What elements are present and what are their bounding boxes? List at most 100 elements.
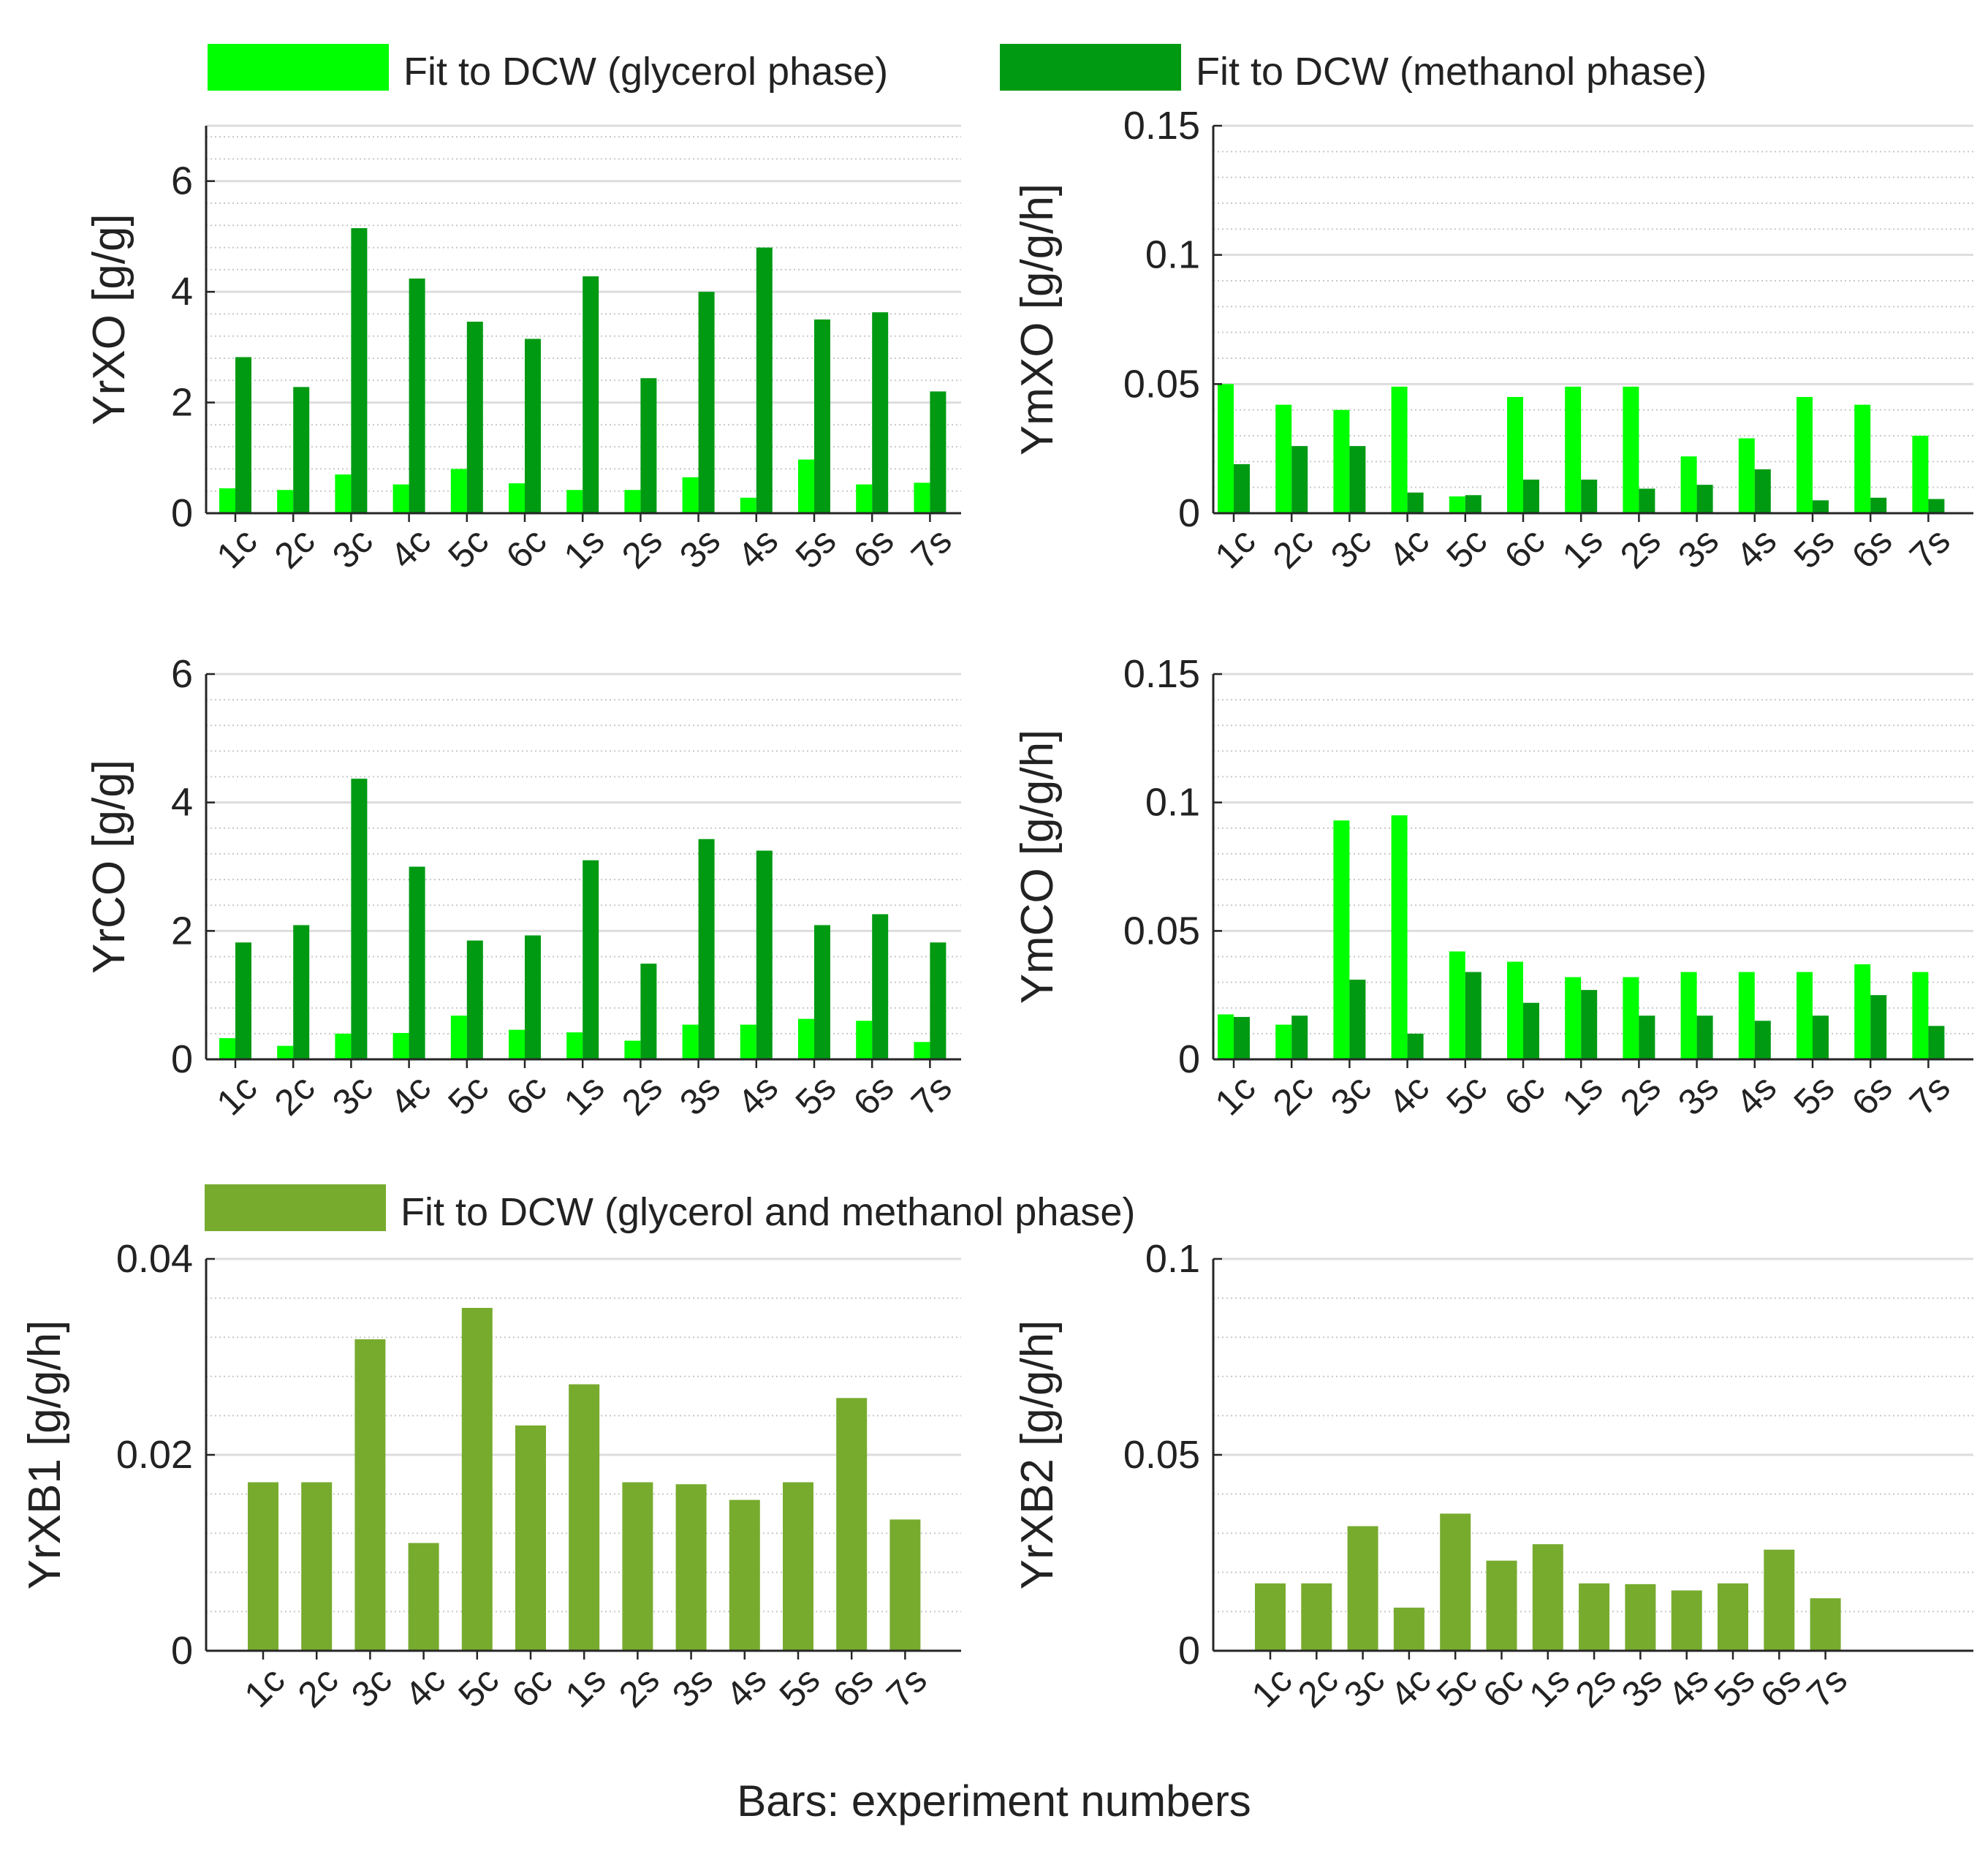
bar-ymco-methanol-4s	[1754, 1021, 1771, 1059]
bar-yrxo-methanol-6c	[525, 338, 541, 513]
x-tick-label-6c: 6c	[498, 521, 555, 577]
x-tick-label-2s: 2s	[614, 521, 670, 577]
x-tick-label-6s: 6s	[1844, 521, 1900, 577]
x-tick-label-4c: 4c	[382, 521, 439, 577]
bar-yrxo-methanol-1s	[583, 276, 599, 513]
bar-ymco-methanol-1s	[1581, 990, 1598, 1059]
x-tick-label-1c: 1c	[209, 521, 265, 577]
x-tick-label-2c: 2c	[1265, 521, 1321, 577]
x-tick-label-6c: 6c	[504, 1660, 561, 1716]
y-tick-label: 0.05	[1123, 1433, 1200, 1477]
x-tick-label-5s: 5s	[1786, 521, 1843, 577]
x-tick-label-6s: 6s	[846, 521, 902, 577]
y-axis-label-yrxb2: YrXB2 [g/g/h]	[1012, 1320, 1063, 1590]
bar-yrxb2-5s	[1718, 1583, 1748, 1651]
bar-ymxo-methanol-4s	[1754, 469, 1771, 513]
bar-yrxo-methanol-5c	[466, 322, 483, 513]
panel-ymco: 1c 2c 3c 4c 5c 6c 1s 2s 3s 4s 5s 6s 7s 0 0.05 0.1 0.15 Ym…	[1012, 652, 1973, 1123]
x-tick-label-4s: 4s	[1728, 521, 1784, 577]
bar-ymco-methanol-2s	[1639, 1015, 1655, 1059]
x-tick-label-6c: 6c	[1497, 521, 1553, 577]
x-tick-label-4c: 4c	[382, 1067, 439, 1124]
bar-yrxb1-5c	[461, 1308, 493, 1651]
bar-ymxo-methanol-4c	[1407, 492, 1424, 513]
legend-swatch-both	[205, 1184, 386, 1231]
x-tick-label-6c: 6c	[498, 1067, 555, 1124]
x-tick-label-4c: 4c	[1381, 1067, 1437, 1124]
bar-yrxb1-6c	[515, 1425, 546, 1651]
y-tick-label: 4	[171, 270, 193, 314]
bar-yrco-methanol-4s	[756, 850, 773, 1059]
y-tick-label: 0.04	[116, 1237, 193, 1281]
bar-ymxo-methanol-5c	[1465, 495, 1481, 513]
bar-yrxo-methanol-4c	[409, 278, 425, 513]
x-tick-label-3s: 3s	[672, 1067, 728, 1124]
bar-ymco-methanol-5c	[1465, 972, 1481, 1059]
bar-ymxo-glycerol-2s	[1623, 386, 1639, 513]
x-tick-label-3c: 3c	[344, 1660, 400, 1716]
x-tick-label-2c: 2c	[267, 521, 323, 577]
y-tick-label: 0.1	[1145, 781, 1200, 825]
x-tick-label-3s: 3s	[1670, 1067, 1726, 1124]
bar-ymco-glycerol-3c	[1333, 820, 1350, 1059]
x-tick-label-3c: 3c	[1323, 1067, 1379, 1124]
x-tick-label-2c: 2c	[290, 1660, 346, 1716]
bar-ymco-methanol-3s	[1696, 1015, 1713, 1059]
legend-bottom: Fit to DCW (glycerol and methanol phase)	[205, 1184, 1135, 1234]
panel-yrxb2: 1c2c3c4c5c6c1s2s3s4s5s6s7s00.050.1YrXB2 …	[1012, 1237, 1973, 1715]
bar-yrxb2-3c	[1347, 1526, 1378, 1651]
y-axis-label-yrco: YrCO [g/g]	[84, 760, 134, 974]
bar-yrxb1-7s	[889, 1519, 921, 1651]
bar-yrxb2-1c	[1255, 1583, 1286, 1651]
bar-ymco-glycerol-7s	[1912, 972, 1929, 1059]
bar-ymco-glycerol-6s	[1854, 964, 1871, 1059]
bar-yrco-methanol-5c	[466, 940, 483, 1059]
x-tick-label-1c: 1c	[237, 1660, 293, 1716]
bar-yrxb1-2s	[622, 1482, 653, 1651]
bar-ymco-methanol-6s	[1870, 995, 1887, 1059]
bar-yrco-glycerol-5c	[450, 1015, 467, 1059]
bar-ymco-glycerol-5c	[1449, 951, 1465, 1059]
bar-yrco-glycerol-7s	[914, 1042, 930, 1059]
x-tick-label-5c: 5c	[1438, 1067, 1495, 1124]
bar-yrxb1-1s	[569, 1384, 600, 1651]
x-tick-label-1s: 1s	[558, 1660, 614, 1716]
y-axis-label-ymxo: YmXO [g/g/h]	[1012, 183, 1063, 455]
y-tick-label: 0.15	[1123, 652, 1200, 696]
bar-ymco-methanol-2c	[1291, 1015, 1308, 1059]
x-tick-label-1s: 1s	[556, 521, 612, 577]
x-tick-label-4s: 4s	[718, 1660, 774, 1716]
bar-yrco-methanol-2c	[293, 925, 310, 1059]
y-tick-label: 0.05	[1123, 362, 1200, 406]
y-axis-label-ymco: YmCO [g/g/h]	[1012, 730, 1063, 1004]
bar-yrco-methanol-6c	[525, 935, 541, 1059]
bar-yrxb1-3c	[354, 1339, 386, 1651]
x-tick-label-2s: 2s	[611, 1660, 667, 1716]
bar-ymxo-methanol-5s	[1813, 500, 1829, 513]
bar-yrxo-glycerol-3s	[682, 477, 699, 513]
bar-ymxo-glycerol-2c	[1275, 404, 1292, 513]
x-tick-label-7s: 7s	[903, 1067, 960, 1124]
bar-yrxb2-3s	[1625, 1584, 1656, 1651]
bar-yrco-glycerol-3c	[335, 1033, 352, 1059]
y-tick-label: 0	[171, 1037, 193, 1081]
bar-yrxo-glycerol-1c	[219, 488, 235, 513]
legend-swatch-methanol	[1000, 44, 1181, 91]
bar-ymco-methanol-3c	[1349, 980, 1366, 1059]
bar-yrxo-methanol-5s	[814, 319, 830, 513]
x-tick-label-3c: 3c	[325, 1067, 381, 1124]
x-tick-label-5s: 5s	[1786, 1067, 1843, 1124]
bar-ymco-methanol-1c	[1234, 1017, 1250, 1059]
bar-ymco-glycerol-5s	[1797, 972, 1813, 1059]
bar-ymco-glycerol-3s	[1680, 972, 1697, 1059]
x-tick-label-1c: 1c	[1207, 521, 1264, 577]
bar-yrxo-glycerol-6c	[509, 483, 525, 513]
legend-swatch-glycerol	[208, 44, 389, 91]
bar-yrxo-methanol-2c	[293, 387, 310, 513]
bar-yrxo-methanol-4s	[756, 247, 773, 513]
global-xlabel: Bars: experiment numbers	[737, 1777, 1251, 1825]
bar-yrxb2-1s	[1532, 1544, 1563, 1651]
bar-ymco-glycerol-6c	[1507, 961, 1523, 1059]
x-tick-label-5s: 5s	[788, 521, 844, 577]
